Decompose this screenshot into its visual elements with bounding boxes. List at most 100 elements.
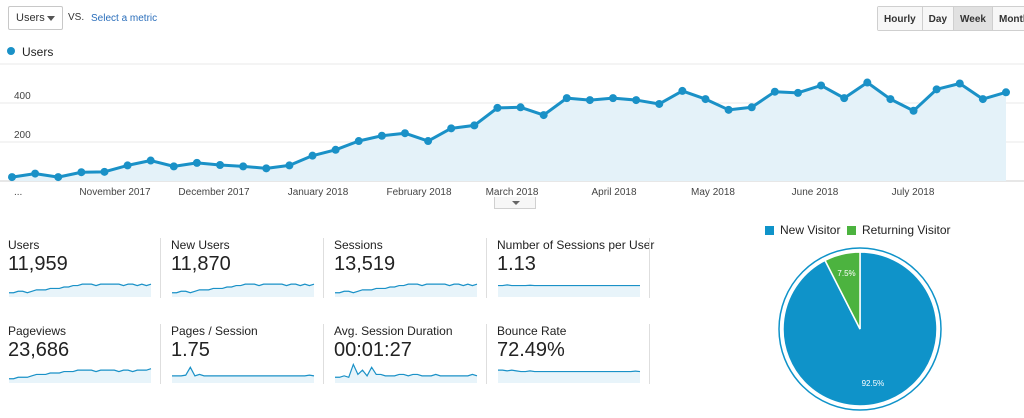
- x-tick-label: January 2018: [288, 187, 349, 198]
- y-tick-label: 600: [14, 60, 31, 63]
- sparkline-line: [172, 283, 315, 294]
- divider: [160, 238, 161, 298]
- x-tick-label: July 2018: [892, 187, 935, 198]
- metric-label: Pages / Session: [171, 324, 258, 338]
- data-point: [331, 145, 340, 154]
- data-point: [817, 81, 826, 90]
- sparkline-line: [498, 369, 641, 373]
- metric-label: Pageviews: [8, 324, 67, 338]
- sparkline: [9, 283, 152, 297]
- metric-select-value: Users: [16, 12, 45, 24]
- metric-value: 11,959: [8, 253, 68, 275]
- x-tick-label: December 2017: [178, 187, 250, 198]
- metric-value: 13,519: [334, 253, 396, 275]
- sparkline-line: [172, 366, 315, 377]
- data-point: [470, 121, 479, 130]
- data-point: [632, 96, 641, 105]
- data-point: [978, 95, 987, 104]
- pie-slice-label: 7.5%: [837, 269, 855, 278]
- sparkline-fill: [335, 284, 477, 297]
- metric-tile-pageviews: Pageviews 23,686: [8, 324, 161, 396]
- sparkline-fill: [498, 370, 640, 383]
- divider: [486, 324, 487, 384]
- sparkline-line: [335, 283, 478, 294]
- vs-label: VS.: [68, 12, 85, 23]
- legend-swatch-icon: [765, 225, 774, 235]
- data-point: [262, 164, 271, 173]
- metric-label: Avg. Session Duration: [334, 324, 453, 338]
- x-tick-label: March 2018: [486, 187, 539, 198]
- pie-outer-ring: [778, 247, 942, 411]
- metric-value: 72.49%: [497, 339, 565, 361]
- y-tick-label: 200: [14, 130, 31, 141]
- metric-select[interactable]: Users: [8, 6, 63, 30]
- collapse-chart-handle[interactable]: [494, 197, 536, 209]
- data-point: [169, 162, 178, 171]
- data-point: [886, 95, 895, 104]
- legend-dot-icon: [7, 47, 15, 55]
- granularity-toggle: Hourly Day Week Month: [877, 6, 1024, 31]
- legend-swatch-icon: [847, 225, 856, 235]
- users-line-chart: 200 400 600... November 2017 December 2017 Ja…: [0, 60, 1024, 198]
- metric-tile-new-users: New Users 11,870: [171, 238, 324, 310]
- sparkline-fill: [335, 364, 477, 383]
- data-point: [955, 79, 964, 88]
- data-point: [424, 137, 433, 146]
- sparkline: [172, 366, 315, 383]
- month-button[interactable]: Month: [992, 7, 1024, 30]
- users-area-fill: [12, 82, 1006, 181]
- divider: [160, 324, 161, 384]
- data-point: [585, 96, 594, 105]
- data-point: [655, 99, 664, 108]
- data-point: [793, 88, 802, 97]
- sparkline: [498, 369, 641, 383]
- sparkline: [335, 362, 478, 383]
- data-point: [863, 78, 872, 87]
- x-tick-label: June 2018: [792, 187, 839, 198]
- sparkline-fill: [172, 367, 314, 383]
- select-metric-link[interactable]: Select a metric: [91, 13, 158, 24]
- data-point: [724, 105, 733, 114]
- x-tick-label: April 2018: [591, 187, 636, 198]
- sparkline-fill: [172, 284, 314, 297]
- data-point: [909, 106, 918, 115]
- data-point: [285, 161, 294, 170]
- data-point: [770, 87, 779, 96]
- sparkline-line: [498, 284, 640, 287]
- pie-legend-label: New Visitor: [780, 223, 841, 237]
- data-point: [1002, 88, 1010, 97]
- sparkline: [9, 368, 152, 383]
- metric-label: Sessions: [334, 238, 383, 252]
- sparkline-line: [9, 368, 152, 380]
- caret-down-icon: [512, 201, 520, 205]
- pie-legend-label: Returning Visitor: [862, 223, 951, 237]
- sparkline-line: [9, 283, 152, 294]
- data-point: [100, 167, 109, 176]
- x-tick-label: May 2018: [691, 187, 735, 198]
- metric-value: 1.75: [171, 339, 210, 361]
- metric-label: Number of Sessions per User: [497, 238, 655, 252]
- pie-legend-new-visitor: New Visitor: [765, 223, 840, 237]
- visitor-pie-chart: 92.5% 7.5%: [778, 247, 942, 411]
- metric-value: 23,686: [8, 339, 70, 361]
- legend-label: Users: [22, 45, 54, 59]
- metric-tile-pages-per-session: Pages / Session 1.75: [171, 324, 324, 396]
- chevron-down-icon: [47, 16, 55, 21]
- week-button[interactable]: Week: [954, 7, 993, 30]
- metric-label: New Users: [171, 238, 230, 252]
- data-point: [609, 94, 618, 103]
- metric-value: 11,870: [171, 253, 231, 275]
- data-point: [146, 156, 155, 165]
- data-point: [354, 137, 363, 146]
- divider: [649, 238, 650, 298]
- hourly-button[interactable]: Hourly: [878, 7, 923, 30]
- sparkline-fill: [9, 284, 151, 297]
- data-point: [239, 162, 248, 171]
- data-point: [400, 129, 409, 138]
- metric-tile-avg-session-duration: Avg. Session Duration 00:01:27: [334, 324, 487, 396]
- metric-value: 1.13: [497, 253, 536, 275]
- data-point: [562, 94, 571, 103]
- sparkline: [335, 283, 478, 297]
- day-button[interactable]: Day: [922, 7, 955, 30]
- metric-tile-sessions: Sessions 13,519: [334, 238, 487, 310]
